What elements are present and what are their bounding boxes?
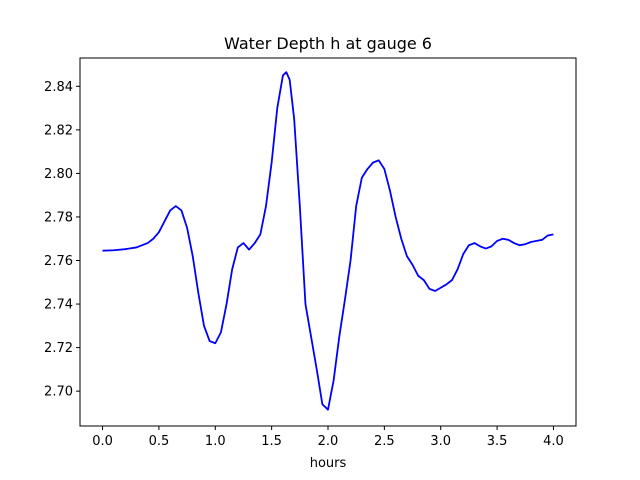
x-tick-label: 4.0 bbox=[543, 434, 564, 449]
y-tick-label: 2.74 bbox=[44, 298, 73, 313]
x-tick-label: 1.5 bbox=[261, 434, 282, 449]
y-tick-label: 2.78 bbox=[44, 210, 73, 225]
y-tick-label: 2.70 bbox=[44, 385, 73, 400]
plot-frame bbox=[79, 57, 577, 427]
x-tick-label: 1.0 bbox=[205, 434, 226, 449]
x-tick-label: 0.5 bbox=[149, 434, 170, 449]
y-tick-label: 2.72 bbox=[44, 341, 73, 356]
y-tick-label: 2.82 bbox=[44, 123, 73, 138]
x-tick-label: 3.5 bbox=[487, 434, 508, 449]
x-tick-label: 2.0 bbox=[318, 434, 339, 449]
x-tick-label: 3.0 bbox=[430, 434, 451, 449]
chart-title: Water Depth h at gauge 6 bbox=[224, 34, 432, 53]
y-tick-label: 2.76 bbox=[44, 254, 73, 269]
x-tick-label: 0.0 bbox=[92, 434, 113, 449]
y-tick-label: 2.80 bbox=[44, 167, 73, 182]
y-tick-label: 2.84 bbox=[44, 80, 73, 95]
x-tick-label: 2.5 bbox=[374, 434, 395, 449]
x-axis-label: hours bbox=[310, 456, 347, 471]
series-line-0 bbox=[102, 71, 554, 411]
plot-area: 0.0 0.5 1.0 1.5 2.0 2.5 3.0 3.5 4.0 2.70 2.72 2.74 2… bbox=[44, 57, 577, 449]
